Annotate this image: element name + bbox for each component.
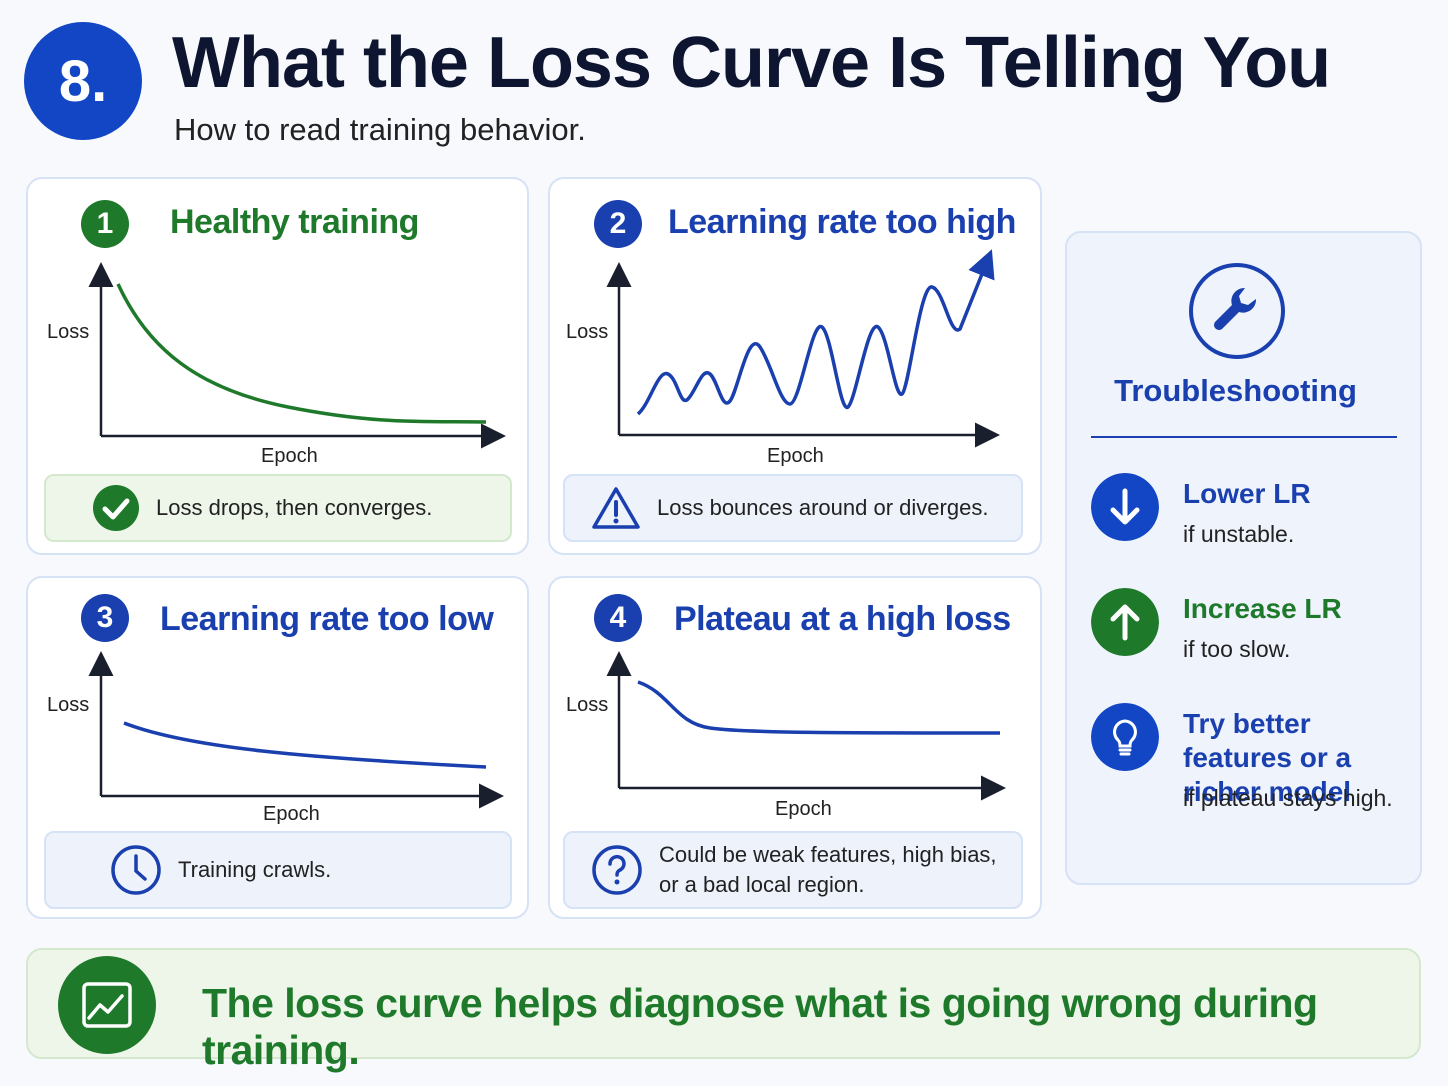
up-arrow-icon [1091,588,1159,656]
tip-detail: if plateau stays high. [1183,785,1393,811]
footer-banner: The loss curve helps diagnose what is go… [26,948,1421,1073]
note-text: Training crawls. [178,857,332,882]
panel-title: Plateau at a high loss [674,600,1011,638]
clock-icon [111,845,161,895]
note: Loss drops, then converges. [44,474,512,542]
check-icon [93,485,139,531]
x-axis-label: Epoch [775,798,832,820]
y-axis-label: Loss [566,694,609,716]
y-axis-label: Loss [47,694,90,716]
panel: 2 Learning rate too high Loss Epoch Loss… [548,177,1042,555]
x-axis-label: Epoch [261,445,318,467]
section-badge: 8. [24,22,142,140]
panel-title: Healthy training [170,203,419,241]
down-arrow-icon [1091,473,1159,541]
subtitle: How to read training behavior. [174,112,586,147]
loss-chart [606,651,1006,801]
note: Could be weak features, high bias, or a … [563,831,1023,909]
loss-chart [606,249,1000,448]
note-text: Loss drops, then converges. [156,495,433,520]
warning-icon [592,487,640,529]
panel: 1 Healthy training Loss Epoch Loss drops… [26,177,529,555]
chart-icon [58,956,156,1054]
note-text: Loss bounces around or diverges. [657,495,989,520]
divider [1091,436,1397,438]
panel-number: 4 [594,594,642,642]
panel: 3 Learning rate too low Loss Epoch Train… [26,576,529,919]
y-axis-label: Loss [566,321,609,343]
note-text: Could be weak features, high bias, or a … [659,842,997,897]
question-icon [592,845,642,895]
bulb-icon [1091,703,1159,771]
wrench-icon [1189,263,1285,359]
loss-curve [116,283,487,424]
tip-detail: if too slow. [1183,636,1291,662]
panel-number: 1 [81,200,129,248]
x-axis-label: Epoch [263,803,320,825]
loss-curve [637,680,1001,735]
tip-detail: if unstable. [1183,521,1295,547]
loss-chart [88,651,504,809]
tip-heading: Lower LR [1183,478,1311,509]
y-axis-label: Loss [47,321,90,343]
note: Loss bounces around or diverges. [563,474,1023,542]
loss-curve [636,249,995,416]
panel-number: 3 [81,594,129,642]
panel-title: Learning rate too high [668,203,1016,241]
panel-number: 2 [594,200,642,248]
panel-title: Learning rate too low [160,600,494,638]
loss-curve [123,721,487,769]
troubleshooting-panel: Troubleshooting Lower LR if unstable. In… [1065,231,1422,885]
footer-text: The loss curve helps diagnose what is go… [202,980,1318,1073]
x-axis-label: Epoch [767,445,824,467]
panel: 4 Plateau at a high loss Loss Epoch Coul… [548,576,1042,919]
troubleshooting-title: Troubleshooting [1114,373,1357,408]
page-title: What the Loss Curve Is Telling You [172,23,1331,103]
loss-chart [88,262,506,449]
tip-heading: Try better features or a richer model [1183,708,1352,807]
tip-heading: Increase LR [1183,593,1342,624]
note: Training crawls. [44,831,512,909]
